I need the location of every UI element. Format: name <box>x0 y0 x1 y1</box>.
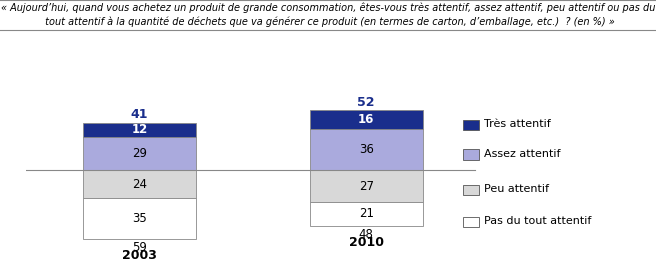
FancyBboxPatch shape <box>463 120 479 130</box>
Text: « Aujourd’hui, quand vous achetez un produit de grande consommation, êtes-vous t: « Aujourd’hui, quand vous achetez un pro… <box>1 3 655 27</box>
Text: 36: 36 <box>359 143 374 156</box>
Text: 27: 27 <box>359 179 374 193</box>
Text: Très attentif: Très attentif <box>484 119 551 129</box>
FancyBboxPatch shape <box>463 185 479 195</box>
Text: 16: 16 <box>358 113 375 126</box>
Text: 59: 59 <box>132 241 147 254</box>
Text: 52: 52 <box>358 96 375 108</box>
Text: 2010: 2010 <box>349 236 384 249</box>
Text: 41: 41 <box>131 108 148 121</box>
Bar <box>83 170 196 198</box>
Text: Pas du tout attentif: Pas du tout attentif <box>484 216 592 226</box>
Bar <box>310 110 423 129</box>
Text: Assez attentif: Assez attentif <box>484 149 561 159</box>
Text: 48: 48 <box>359 228 374 241</box>
Bar <box>83 123 196 137</box>
Text: Peu attentif: Peu attentif <box>484 184 549 194</box>
FancyBboxPatch shape <box>463 217 479 227</box>
Text: 2003: 2003 <box>122 249 157 262</box>
Bar <box>83 137 196 170</box>
Text: 29: 29 <box>132 147 147 160</box>
Bar <box>310 129 423 170</box>
Text: 12: 12 <box>131 123 148 136</box>
Bar <box>83 198 196 239</box>
Bar <box>310 170 423 202</box>
Bar <box>310 202 423 226</box>
Text: 21: 21 <box>359 207 374 220</box>
Text: 24: 24 <box>132 178 147 191</box>
FancyBboxPatch shape <box>463 150 479 160</box>
Text: 35: 35 <box>132 212 147 225</box>
